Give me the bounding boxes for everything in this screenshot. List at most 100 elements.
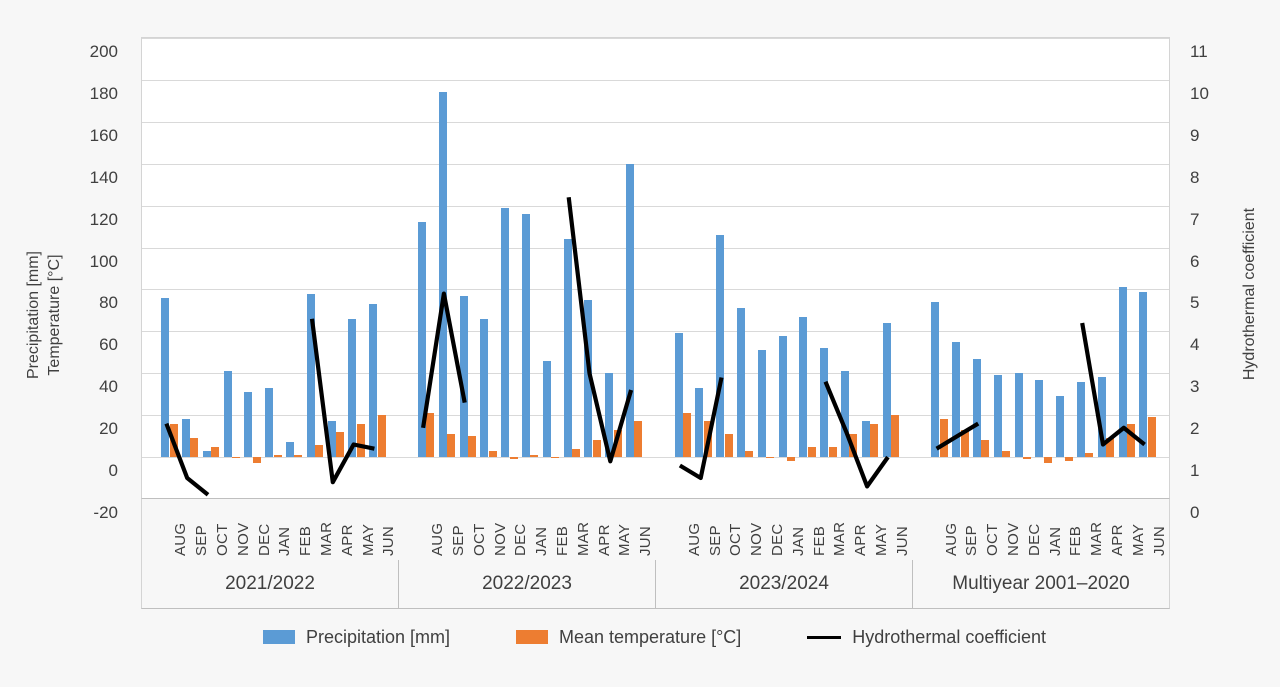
month-label: APR xyxy=(852,524,870,556)
month-label: OCT xyxy=(213,523,231,556)
legend-item[interactable]: Precipitation [mm] xyxy=(262,627,450,648)
mean-temperature-bar xyxy=(939,419,948,458)
mean-temperature-bar xyxy=(551,457,560,459)
mean-temperature-bar xyxy=(315,444,324,458)
mean-temperature-bar xyxy=(634,421,643,458)
month-axis-labels: AUG SEP OCT NOV DEC JAN FEB MAR APR MAY JUN AUG SEP O… xyxy=(141,498,1170,562)
precipitation-bar xyxy=(306,293,315,458)
month-label: JAN xyxy=(789,526,807,556)
month-label: MAY xyxy=(616,523,634,556)
right-axis-tick: 3 xyxy=(1190,377,1200,397)
hydrothermal-line-segment xyxy=(937,424,979,449)
precipitation-bar xyxy=(605,373,614,458)
gridline xyxy=(142,38,1169,39)
season-axis-labels: 2021/2022 2022/2023 2023/2024 Multiyear 200… xyxy=(141,560,1170,609)
mean-temperature-bar xyxy=(211,446,220,458)
precipitation-bar xyxy=(521,214,530,458)
month-label: APR xyxy=(338,524,356,556)
precipitation-bar xyxy=(1035,379,1044,458)
right-axis-tick: 0 xyxy=(1190,503,1200,522)
right-axis-tick: 11 xyxy=(1190,42,1208,61)
month-label: AUG xyxy=(942,522,960,556)
mean-temperature-bar xyxy=(509,457,518,460)
month-label: MAY xyxy=(873,523,891,556)
mean-temperature-bar xyxy=(683,413,692,458)
precipitation-bar xyxy=(348,318,357,458)
precipitation-bar xyxy=(1139,291,1148,458)
left-axis-title-line1: Precipitation [mm] xyxy=(25,250,42,380)
legend-item[interactable]: Hydrothermal coefficient xyxy=(807,627,1046,648)
mean-temperature-bar xyxy=(530,454,539,458)
right-axis-tick: 10 xyxy=(1190,83,1209,103)
month-label: DEC xyxy=(769,523,787,556)
gridline xyxy=(142,164,1169,165)
precipitation-bar xyxy=(327,421,336,458)
precipitation-bar xyxy=(625,163,634,458)
month-label: OCT xyxy=(727,523,745,556)
month-label: SEP xyxy=(706,525,724,556)
precipitation-bar xyxy=(973,358,982,458)
precipitation-bar xyxy=(820,348,829,458)
precipitation-bar xyxy=(1118,287,1127,458)
left-axis-tick: 100 xyxy=(89,251,118,271)
mean-temperature-bar xyxy=(571,448,580,458)
month-label: AUG xyxy=(172,522,190,556)
month-label: FEB xyxy=(1067,525,1085,556)
right-axis-tick: 9 xyxy=(1190,125,1200,145)
precipitation-bar xyxy=(1056,396,1065,458)
chart-legend: Precipitation [mm] Mean temperature [°C] H… xyxy=(141,616,1168,658)
season-label: 2021/2022 xyxy=(142,560,399,608)
precipitation-bar xyxy=(480,318,489,458)
month-label: DEC xyxy=(512,523,530,556)
mean-temperature-bar xyxy=(1085,452,1094,458)
mean-temperature-bar xyxy=(231,457,240,459)
left-axis-tick: 200 xyxy=(89,42,118,61)
precipitation-bar xyxy=(1097,377,1106,458)
month-label: MAR xyxy=(831,521,849,556)
left-axis-tick: 120 xyxy=(89,209,118,229)
precipitation-bar xyxy=(1077,381,1086,458)
month-label: JAN xyxy=(1046,526,1064,556)
gridline xyxy=(142,206,1169,207)
hydrothermal-line-segment xyxy=(680,378,722,479)
mean-temperature-bar xyxy=(1064,457,1073,462)
left-axis-tick: 20 xyxy=(99,419,118,439)
precipitation-bar xyxy=(438,92,447,458)
legend-swatch-icon xyxy=(262,630,295,644)
season-label: 2022/2023 xyxy=(399,560,656,608)
gridline xyxy=(142,248,1169,249)
gridline xyxy=(142,80,1169,81)
month-label: FEB xyxy=(810,525,828,556)
mean-temperature-bar xyxy=(592,440,601,458)
month-label: OCT xyxy=(984,523,1002,556)
mean-temperature-bar xyxy=(745,450,754,458)
precipitation-bar xyxy=(931,302,940,458)
mean-temperature-bar xyxy=(870,423,879,458)
hydrothermal-line-segment xyxy=(826,382,888,487)
mean-temperature-bar xyxy=(1043,457,1052,464)
precipitation-bar xyxy=(993,375,1002,458)
month-label: NOV xyxy=(748,522,766,556)
precipitation-bar xyxy=(265,387,274,458)
left-axis-tick: 180 xyxy=(89,83,118,103)
month-label: MAY xyxy=(359,523,377,556)
precipitation-bar xyxy=(181,419,190,458)
month-label: NOV xyxy=(234,522,252,556)
left-axis-tick: 60 xyxy=(99,335,118,355)
season-label: Multiyear 2001–2020 xyxy=(952,573,1130,594)
right-axis-title: Hydrothermal coefficient xyxy=(1241,207,1258,381)
precipitation-bar xyxy=(737,308,746,458)
hydrothermal-line-segment xyxy=(423,294,465,428)
legend-item[interactable]: Mean temperature [°C] xyxy=(516,627,741,648)
precipitation-bar xyxy=(285,442,294,458)
month-label: JUN xyxy=(380,525,398,556)
right-axis-tick: 1 xyxy=(1190,461,1200,481)
gridline xyxy=(142,373,1169,374)
month-label: SEP xyxy=(449,525,467,556)
month-label: APR xyxy=(1109,524,1126,556)
precipitation-bar xyxy=(952,341,961,458)
mean-temperature-bar xyxy=(294,454,303,458)
gridline xyxy=(142,122,1169,123)
precipitation-bar xyxy=(778,335,787,458)
precipitation-bar xyxy=(861,421,870,458)
